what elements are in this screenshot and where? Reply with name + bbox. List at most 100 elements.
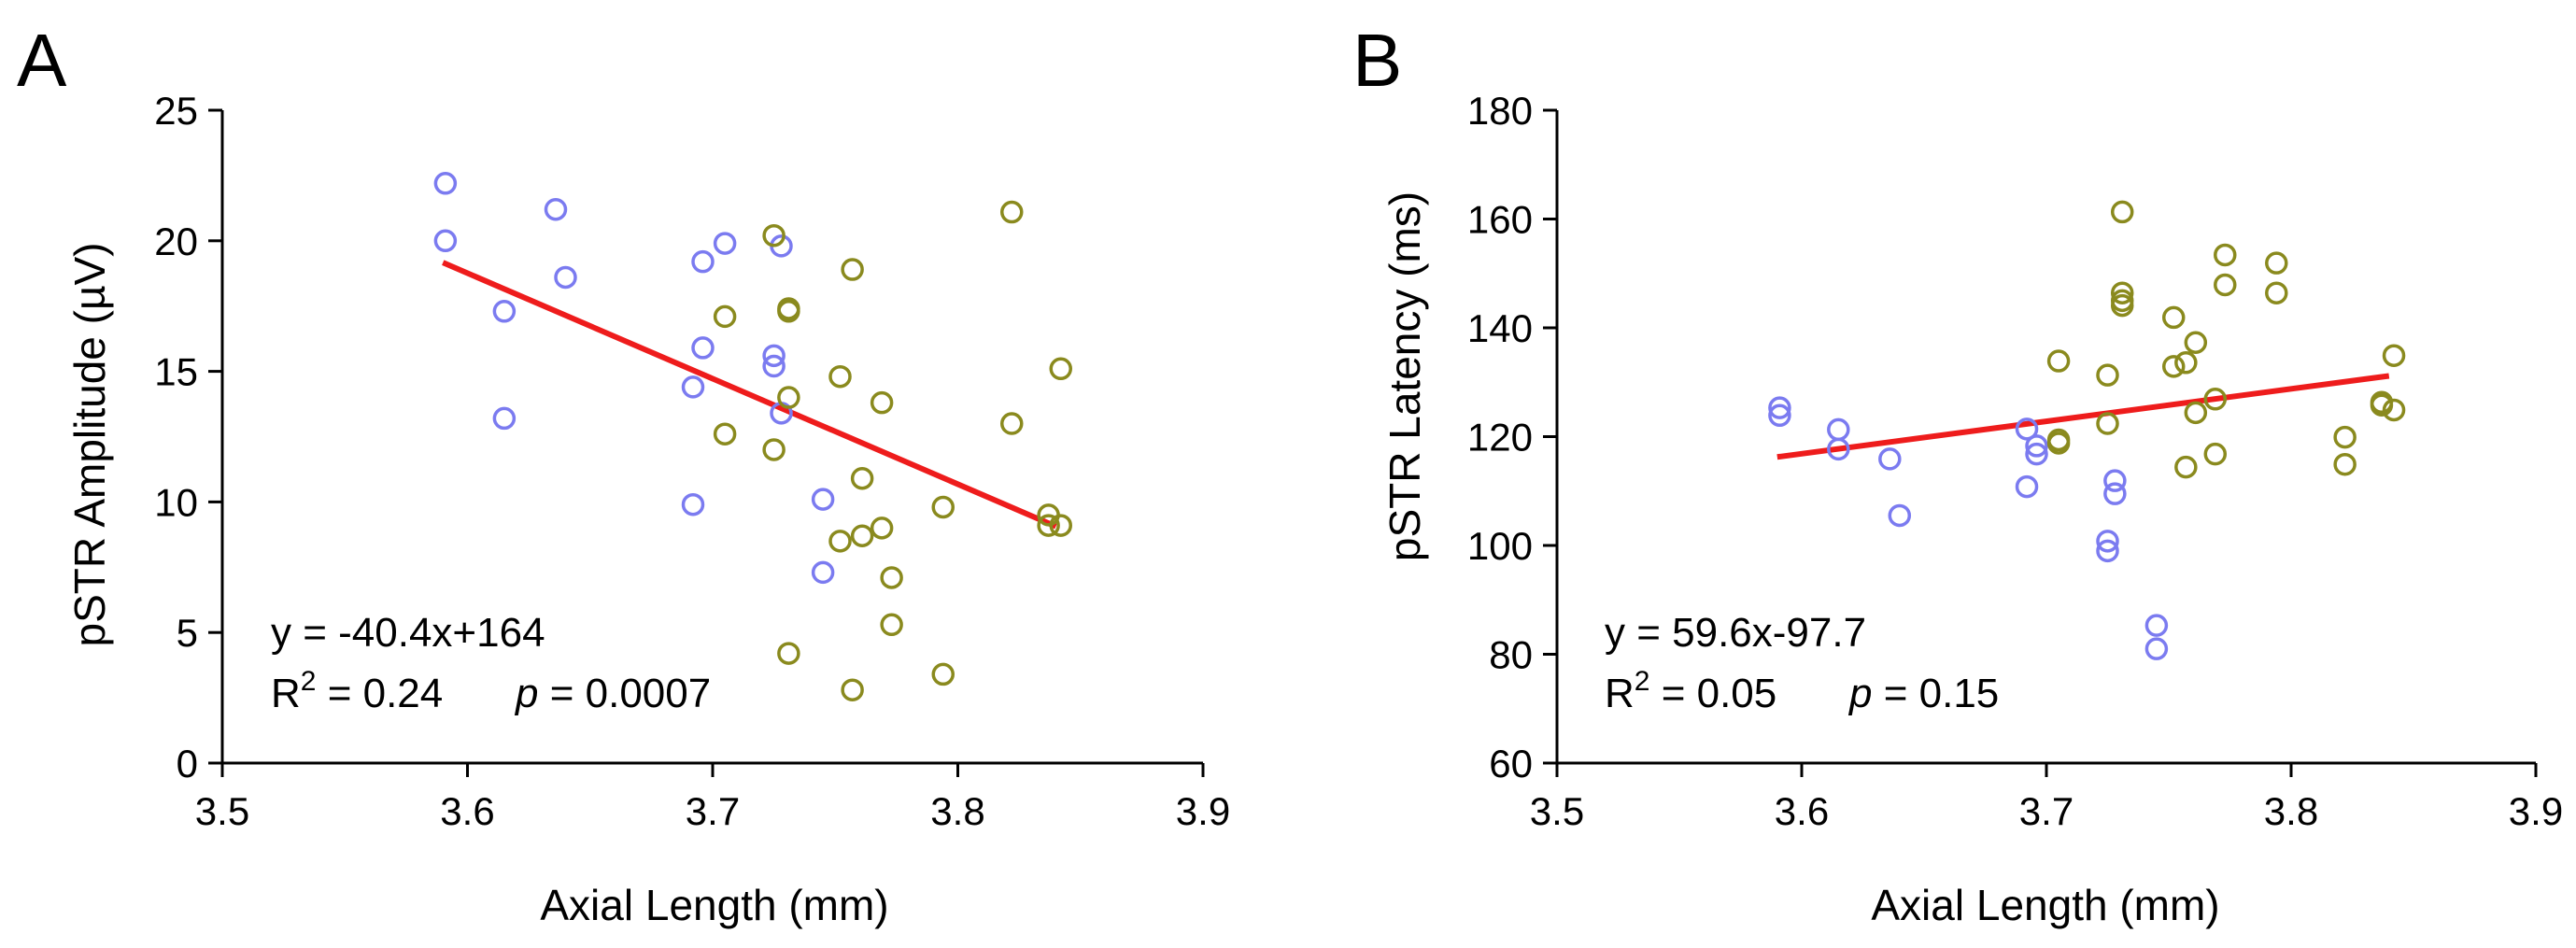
r2-value-b: = 0.05 <box>1649 671 1776 716</box>
panel-label-a: A <box>17 19 67 102</box>
x-tick-label-b: 3.7 <box>2019 789 2074 833</box>
x-tick-label-a: 3.6 <box>440 789 494 833</box>
x-tick-label-a: 3.7 <box>686 789 740 833</box>
data-point-series-1-a <box>681 492 705 516</box>
data-point-series-2-b <box>2214 243 2237 267</box>
data-point-series-2-b <box>2046 349 2071 373</box>
x-tick-label-b: 3.9 <box>2509 789 2563 833</box>
data-point-series-2-b <box>2110 293 2134 318</box>
data-point-series-2-b <box>2174 351 2198 375</box>
data-point-series-2-b <box>2265 251 2288 275</box>
y-tick-label-b: 80 <box>1489 633 1533 677</box>
data-point-series-2-b <box>2265 281 2288 304</box>
data-point-series-2-b <box>2161 355 2186 378</box>
data-point-series-2-a <box>880 566 903 589</box>
data-point-series-1-b <box>1878 447 1902 471</box>
data-point-series-2-b <box>2174 455 2198 479</box>
regression-line-b <box>1776 373 2390 460</box>
data-point-series-2-b <box>2333 452 2357 476</box>
data-point-series-2-b <box>2110 281 2134 304</box>
panel-b: B 3.5 3.6 3.7 3.8 3.9 60 80 100 120 140 160 180 Axi… <box>1352 19 2563 929</box>
data-point-series-2-a <box>1049 514 1072 537</box>
data-point-series-1-a <box>811 560 835 585</box>
data-point-series-2-b <box>2096 363 2119 387</box>
p-value-b: = 0.15 <box>1872 671 1999 716</box>
data-point-series-1-a <box>762 354 786 378</box>
data-point-series-2-a <box>777 300 800 323</box>
y-tick-label-a: 10 <box>154 480 198 524</box>
data-point-series-1-a <box>713 232 737 255</box>
y-tick-label-a: 15 <box>154 350 198 394</box>
y-axis-title-a: pSTR Amplitude (µV) <box>65 243 114 647</box>
p-line-b: p = 0.15 <box>1847 671 1999 716</box>
data-point-series-2-b <box>2370 393 2394 417</box>
y-tick-label-b: 120 <box>1467 416 1533 460</box>
data-point-series-1-a <box>544 197 568 221</box>
data-point-series-2-a <box>777 642 800 665</box>
data-point-series-2-a <box>850 466 874 490</box>
data-point-series-2-a <box>762 223 786 248</box>
data-point-series-1-a <box>433 172 458 195</box>
x-tick-label-b: 3.5 <box>1530 789 1584 833</box>
data-point-series-1-b <box>2144 614 2169 637</box>
data-point-series-1-a <box>492 406 517 431</box>
data-point-series-1-a <box>681 375 705 399</box>
data-point-series-2-a <box>777 386 800 409</box>
data-point-series-1-b <box>1768 396 1791 419</box>
data-point-series-1-a <box>433 229 458 253</box>
data-point-series-1-a <box>691 249 715 274</box>
panel-label-b: B <box>1352 19 1402 102</box>
data-point-series-1-a <box>492 300 517 323</box>
data-point-series-1-a <box>691 336 715 360</box>
data-point-series-2-b <box>2161 305 2186 330</box>
panel-a: A 3.5 3.6 3.7 3.8 3.9 0 5 10 15 20 25 Axial Length… <box>17 19 1230 929</box>
plot-area-a: 3.5 3.6 3.7 3.8 3.9 0 5 10 15 20 25 <box>154 89 1230 833</box>
p-value-a: = 0.0007 <box>538 671 711 716</box>
data-point-series-2-a <box>1037 514 1060 537</box>
data-point-series-2-a <box>828 530 852 553</box>
data-point-series-1-b <box>2025 442 2048 466</box>
data-point-series-2-b <box>2382 344 2406 367</box>
y-tick-label-b: 60 <box>1489 742 1533 785</box>
x-axis-title-b: Axial Length (mm) <box>1871 881 2219 929</box>
data-point-series-1-b <box>1768 403 1791 428</box>
data-point-series-2-b <box>2184 401 2208 425</box>
stats-line-a: R2 = 0.24 <box>271 666 443 716</box>
data-point-series-2-a <box>841 678 864 701</box>
r2-value-a: = 0.24 <box>316 671 443 716</box>
data-point-series-1-b <box>1827 437 1850 461</box>
y-tick-label-b: 180 <box>1467 89 1533 133</box>
data-point-series-2-a <box>931 662 955 686</box>
x-tick-label-b: 3.8 <box>2264 789 2318 833</box>
p-label-b: p <box>1847 671 1872 716</box>
data-point-series-2-b <box>2184 331 2208 354</box>
data-point-series-2-a <box>1049 357 1072 381</box>
data-point-series-2-b <box>2203 442 2228 466</box>
y-tick-label-a: 0 <box>177 742 198 785</box>
y-tick-label-b: 140 <box>1467 306 1533 350</box>
data-point-series-2-a <box>828 364 852 389</box>
data-point-series-1-b <box>2103 469 2127 492</box>
data-point-series-1-b <box>2103 482 2127 505</box>
p-label-a: p <box>514 671 538 716</box>
data-point-series-1-b <box>2096 539 2119 563</box>
x-tick-label-a: 3.5 <box>195 789 249 833</box>
data-point-series-2-a <box>762 438 786 461</box>
data-point-series-1-a <box>811 488 835 511</box>
data-point-series-2-a <box>870 390 894 415</box>
data-point-series-1-b <box>2144 637 2169 660</box>
y-tick-label-b: 160 <box>1467 198 1533 242</box>
data-point-series-1-b <box>2015 474 2039 499</box>
regression-equation-b: y = 59.6x-97.7 <box>1605 610 1866 656</box>
r2-superscript-b: 2 <box>1635 666 1650 697</box>
data-point-series-2-b <box>2214 273 2237 297</box>
data-point-series-2-a <box>880 613 903 637</box>
data-point-series-2-a <box>931 495 955 519</box>
data-point-series-2-b <box>2333 425 2357 449</box>
x-tick-label-a: 3.8 <box>930 789 984 833</box>
data-point-series-1-b <box>2015 417 2039 441</box>
data-point-series-2-b <box>2382 398 2406 422</box>
data-point-series-2-a <box>850 524 874 547</box>
data-point-series-1-a <box>554 265 577 290</box>
